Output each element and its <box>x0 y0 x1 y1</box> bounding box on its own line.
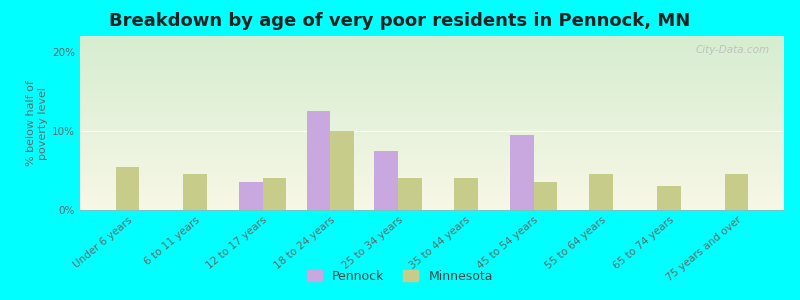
Legend: Pennock, Minnesota: Pennock, Minnesota <box>302 265 498 288</box>
Bar <box>115 167 139 210</box>
Bar <box>657 186 681 210</box>
Bar <box>330 131 354 210</box>
Bar <box>239 182 262 210</box>
Bar <box>534 182 558 210</box>
Bar <box>398 178 422 210</box>
Bar <box>725 174 749 210</box>
Bar <box>374 151 398 210</box>
Bar <box>183 174 207 210</box>
Bar <box>262 178 286 210</box>
Bar <box>510 135 534 210</box>
Text: City-Data.com: City-Data.com <box>696 45 770 55</box>
Bar <box>306 111 330 210</box>
Bar <box>590 174 613 210</box>
Bar <box>454 178 478 210</box>
Y-axis label: % below half of
poverty level: % below half of poverty level <box>26 80 48 166</box>
Text: Breakdown by age of very poor residents in Pennock, MN: Breakdown by age of very poor residents … <box>110 12 690 30</box>
